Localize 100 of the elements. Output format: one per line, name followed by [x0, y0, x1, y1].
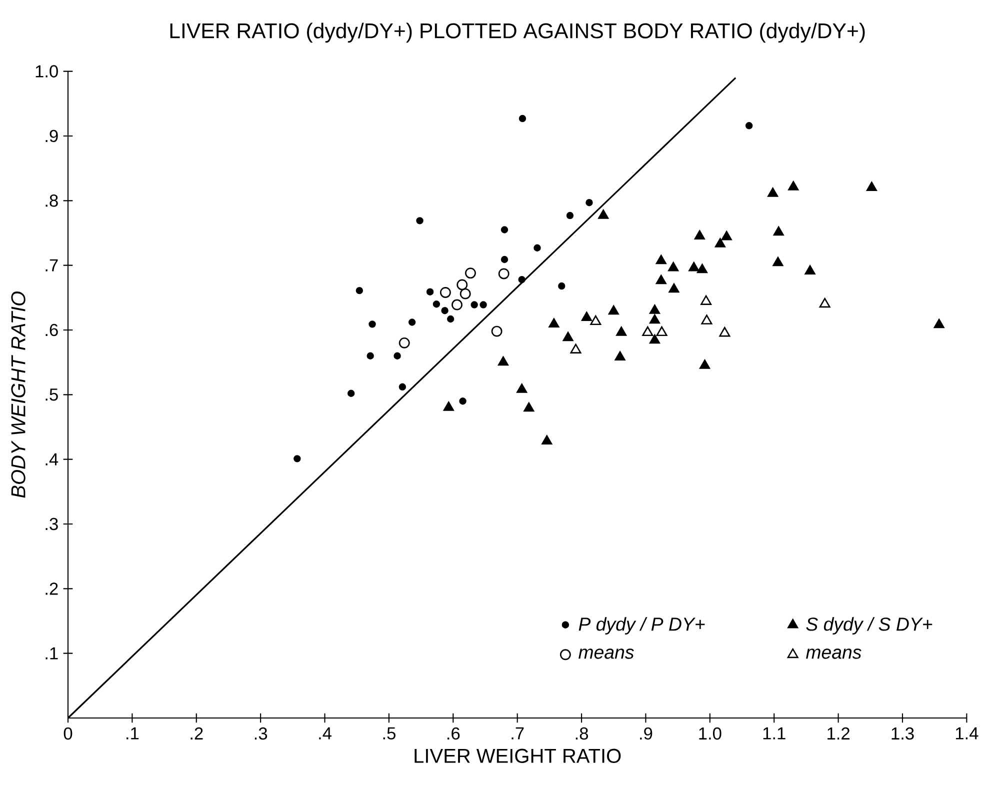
point	[714, 238, 726, 248]
x-tick-label: .7	[512, 727, 524, 740]
point	[491, 326, 502, 337]
y-tick-label: .1	[46, 647, 58, 660]
point	[745, 122, 753, 130]
point	[465, 268, 476, 279]
point	[460, 288, 471, 300]
point	[696, 264, 708, 274]
point	[719, 326, 730, 337]
point	[518, 276, 526, 284]
point	[700, 295, 712, 306]
y-tick-label: .7	[46, 259, 58, 272]
point	[804, 265, 816, 274]
chart-title: LIVER RATIO (dydy/DY+) PLOTTED AGAINST BODY RATIO (dydy/DY+)	[170, 22, 865, 43]
point	[649, 334, 660, 344]
x-tick-label: .8	[576, 727, 588, 740]
y-tick-label: .8	[46, 194, 58, 207]
point	[721, 230, 732, 240]
point	[656, 326, 668, 336]
x-tick-label: .6	[448, 727, 460, 740]
point	[642, 326, 654, 336]
point	[649, 304, 660, 314]
point	[772, 256, 784, 266]
point	[347, 390, 355, 397]
point	[699, 360, 710, 369]
x-axis-title: LIVER WEIGHT RATIO	[414, 748, 621, 763]
point	[498, 356, 509, 366]
point	[768, 188, 778, 197]
y-tick-label: .5	[46, 388, 58, 401]
point	[498, 268, 510, 280]
point	[542, 435, 552, 445]
point	[701, 314, 712, 324]
point	[408, 318, 416, 326]
point	[443, 402, 454, 411]
point	[441, 306, 448, 314]
x-tick-label: 1.4	[956, 727, 978, 740]
point	[470, 301, 478, 308]
x-tick-label: 1.2	[828, 727, 850, 740]
point	[656, 274, 666, 284]
x-tick-label: .4	[319, 727, 332, 740]
y-tick-label: 1.0	[36, 65, 58, 78]
point	[866, 182, 877, 192]
x-tick-label: 1.0	[699, 727, 722, 740]
point	[608, 305, 619, 315]
point	[586, 198, 593, 206]
point	[294, 455, 301, 462]
point	[668, 283, 680, 293]
point	[688, 262, 700, 272]
point	[773, 226, 784, 236]
point	[398, 383, 406, 391]
point	[934, 318, 944, 328]
point	[356, 286, 364, 294]
y-axis-title: BODY WEIGHT RATIO	[11, 291, 26, 498]
legend-label: S dydy / S DY+	[806, 617, 932, 634]
x-tick-label: .1	[126, 727, 139, 740]
point	[694, 230, 705, 240]
point	[459, 398, 466, 405]
y-tick-label: .3	[46, 518, 58, 530]
point	[516, 383, 528, 393]
x-tick-label: .3	[254, 727, 268, 740]
point	[452, 299, 462, 310]
point	[500, 226, 508, 234]
point	[656, 254, 666, 264]
y-tick-label: .9	[46, 130, 58, 142]
x-tick-label: 0	[64, 727, 72, 740]
point	[368, 320, 376, 328]
point	[819, 298, 830, 308]
point	[524, 402, 534, 412]
point	[534, 244, 541, 252]
point	[570, 344, 582, 354]
point	[581, 312, 592, 322]
legend-label: means	[806, 648, 862, 659]
point	[366, 352, 374, 360]
point	[500, 256, 508, 264]
point	[566, 212, 574, 220]
point	[416, 217, 424, 224]
point	[590, 315, 602, 326]
x-tick-label: .9	[640, 727, 652, 740]
point	[426, 288, 434, 296]
x-tick-label: 1.3	[892, 727, 914, 740]
x-tick-label: 1.1	[763, 727, 786, 740]
y-tick-label: .2	[46, 582, 58, 595]
point	[398, 337, 410, 348]
point	[446, 315, 454, 323]
point	[598, 210, 609, 219]
point	[562, 332, 574, 342]
legend-label: means	[578, 648, 634, 659]
point	[649, 314, 660, 324]
point	[394, 352, 401, 360]
x-tick-label: .5	[383, 727, 396, 740]
y-tick-label: .4	[46, 453, 58, 466]
point	[788, 181, 799, 190]
legend-label: P dydy / P DY+	[578, 617, 705, 634]
point	[558, 282, 566, 290]
point	[518, 114, 526, 122]
y-tick-label: .6	[46, 324, 58, 336]
point	[614, 351, 626, 360]
point	[440, 287, 451, 298]
point	[456, 279, 468, 290]
point	[616, 326, 627, 336]
